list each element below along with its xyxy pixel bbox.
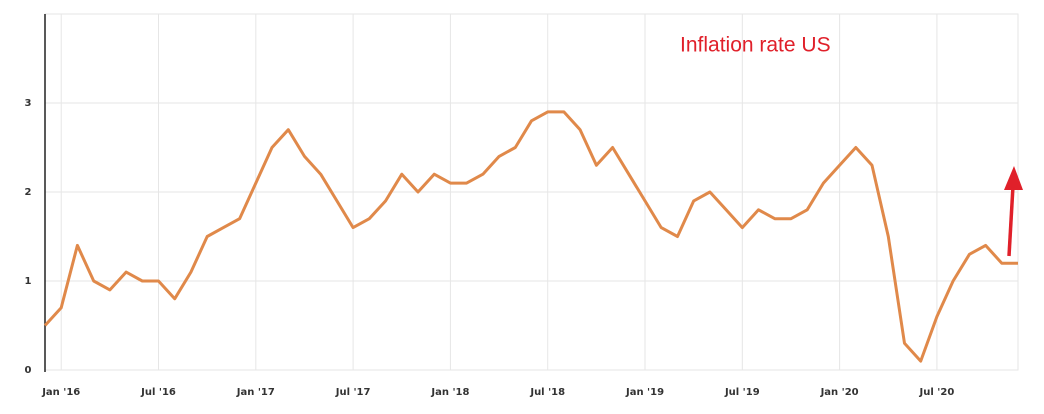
x-tick-label: Jul '16 xyxy=(140,387,176,398)
arrow-shaft xyxy=(1007,185,1015,257)
series-line xyxy=(43,110,1018,363)
x-tick-label: Jul '20 xyxy=(919,387,955,398)
y-tick-label: 0 xyxy=(25,365,32,376)
x-tick-label: Jul '19 xyxy=(724,387,760,398)
arrow-head xyxy=(1004,166,1023,190)
x-tick-label: Jan '17 xyxy=(236,387,275,398)
x-tick-label: Jan '19 xyxy=(625,387,664,398)
x-tick-label: Jan '18 xyxy=(430,387,469,398)
x-tick-label: Jul '17 xyxy=(335,387,371,398)
x-tick-label: Jul '18 xyxy=(529,387,565,398)
y-tick-label: 3 xyxy=(25,98,32,109)
y-tick-label: 1 xyxy=(25,276,32,287)
grid xyxy=(45,14,1018,371)
x-tick-label: Jan '20 xyxy=(820,387,859,398)
x-tick-label: Jan '16 xyxy=(41,387,80,398)
arrow xyxy=(1004,166,1023,257)
annotation: Inflation rate US xyxy=(680,34,831,57)
y-tick-label: 2 xyxy=(25,187,32,198)
